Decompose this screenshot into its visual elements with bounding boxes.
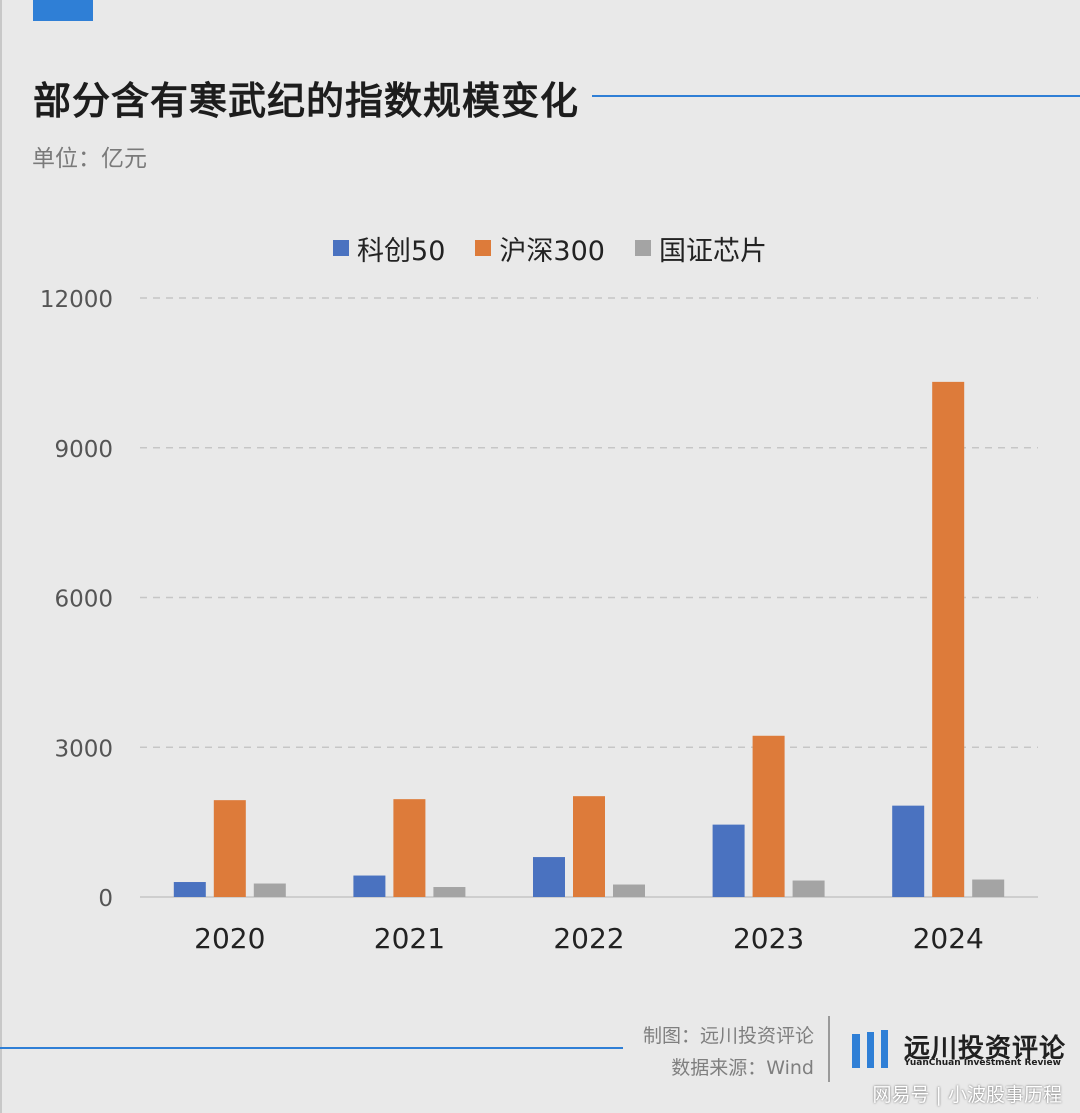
- bar: [393, 799, 426, 897]
- credit-maker: 制图：远川投资评论: [642, 1025, 814, 1047]
- x-tick-label: 2022: [553, 922, 624, 955]
- legend-label: 科创50: [357, 235, 446, 267]
- y-tick-label: 6000: [54, 587, 113, 613]
- bar: [972, 879, 1005, 897]
- legend-item-kechuang50: 科创50: [333, 228, 445, 268]
- bar: [213, 800, 246, 897]
- y-tick-label: 9000: [54, 437, 113, 463]
- brand-name: 远川投资评论: [904, 1034, 1067, 1064]
- legend-label: 沪深300: [499, 235, 605, 267]
- accent-block: [33, 0, 93, 21]
- title-underline: [592, 95, 1080, 97]
- bar: [353, 875, 386, 897]
- legend-swatch: [333, 240, 350, 256]
- bar: [533, 857, 565, 897]
- x-tick-label: 2020: [194, 922, 265, 955]
- bar: [932, 381, 965, 897]
- y-tick-label: 0: [98, 886, 113, 912]
- bar: [253, 883, 286, 897]
- footer-line: [0, 1047, 623, 1049]
- y-tick-label: 3000: [54, 736, 113, 762]
- credit-source: 数据来源：Wind: [671, 1057, 814, 1079]
- legend-item-hs300: 沪深300: [475, 228, 605, 268]
- y-tick-label: 12000: [40, 287, 113, 313]
- watermark: 网易号 | 小波股事历程: [872, 1084, 1062, 1106]
- x-tick-label: 2024: [913, 922, 984, 955]
- x-tick-label: 2023: [733, 922, 804, 955]
- bar: [792, 880, 825, 897]
- brand-logo: 远川投资评论 YuanChuan Investment Review: [850, 1030, 1065, 1074]
- bar: [892, 805, 925, 897]
- chart-title: 部分含有寒武纪的指数规模变化: [33, 79, 580, 123]
- credit-block: 制图：远川投资评论 数据来源：Wind: [643, 1020, 814, 1084]
- legend-item-chip: 国证芯片: [634, 228, 767, 268]
- bar: [433, 887, 466, 897]
- bar: [613, 884, 645, 897]
- brand-subtitle: YuanChuan Investment Review: [904, 1058, 1061, 1068]
- legend: 科创50 沪深300 国证芯片: [0, 228, 1080, 268]
- bar: [173, 882, 206, 897]
- legend-label: 国证芯片: [658, 235, 767, 267]
- legend-swatch: [475, 240, 492, 256]
- brand-mark-icon: [852, 1030, 888, 1068]
- legend-swatch: [634, 240, 651, 256]
- credit-divider: [828, 1016, 830, 1082]
- bar-chart: 0 3000 6000 9000 12000 2020 2021 2022 2023 2024: [40, 287, 1038, 955]
- bar: [752, 735, 785, 897]
- bar: [573, 796, 605, 897]
- x-tick-label: 2021: [374, 922, 445, 955]
- bar: [712, 824, 745, 897]
- unit-label: 单位：亿元: [32, 146, 147, 172]
